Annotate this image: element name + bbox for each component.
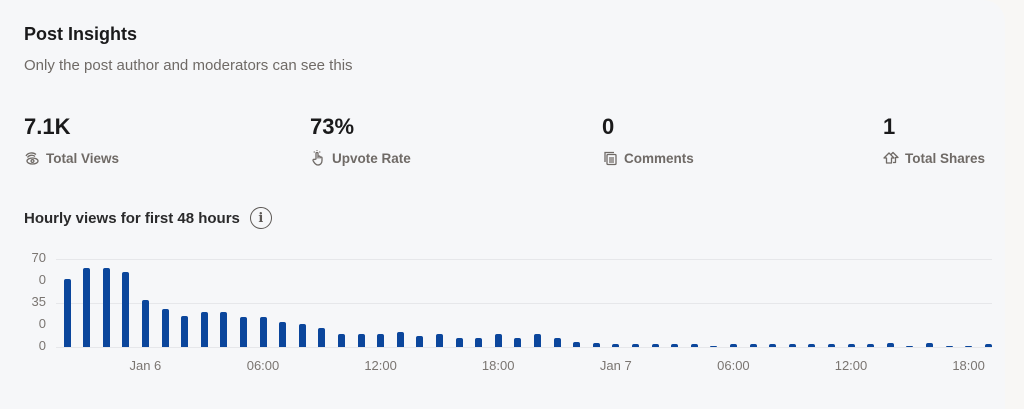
stat-upvote-rate: 73% Upvote Rate xyxy=(310,114,411,166)
bar[interactable] xyxy=(220,311,228,347)
stat-label: Upvote Rate xyxy=(332,150,411,166)
bar[interactable] xyxy=(631,344,639,347)
y-tick-label: 0 xyxy=(38,272,46,287)
info-icon[interactable]: i xyxy=(249,207,272,229)
bar[interactable] xyxy=(279,321,287,347)
bar[interactable] xyxy=(259,316,267,347)
stat-label: Comments xyxy=(624,150,694,166)
hourly-views-chart: 70 0 35 0 0 Jan 6 06:00 12:00 18:00 Jan 7 06:00 12:… xyxy=(0,245,1005,385)
comments-icon xyxy=(604,151,617,166)
bar[interactable] xyxy=(808,344,816,347)
bar[interactable] xyxy=(63,279,71,347)
y-tick-label: 70 xyxy=(31,250,46,265)
y-tick-label: 0 xyxy=(38,338,46,353)
chart-title-text: Hourly views for first 48 hours xyxy=(24,209,240,227)
stat-label: Total Shares xyxy=(905,150,986,166)
x-tick-label: 12:00 xyxy=(364,358,397,373)
bar[interactable] xyxy=(553,338,561,347)
x-tick-label: 06:00 xyxy=(717,358,750,373)
bar[interactable] xyxy=(671,344,679,347)
bar[interactable] xyxy=(239,316,247,347)
card-title: Post Insights xyxy=(24,24,138,44)
bar[interactable] xyxy=(827,344,835,347)
y-tick-label: 0 xyxy=(38,316,46,331)
card-subtitle: Only the post author and moderators can … xyxy=(24,57,353,74)
gridline xyxy=(56,347,992,348)
bar[interactable] xyxy=(475,338,483,347)
bar[interactable] xyxy=(788,344,796,347)
gridline xyxy=(56,259,992,260)
stat-label: Total Views xyxy=(46,150,120,166)
bar[interactable] xyxy=(416,335,424,347)
hand-pointer-icon xyxy=(312,150,323,166)
stat-total-shares: 1 Total Shares xyxy=(883,114,985,166)
stat-value: 7.1K xyxy=(24,114,71,139)
bar[interactable] xyxy=(122,271,130,347)
bar[interactable] xyxy=(377,334,385,347)
x-tick-label: 18:00 xyxy=(952,358,985,373)
bar[interactable] xyxy=(573,341,581,347)
bar[interactable] xyxy=(769,344,777,347)
bar[interactable] xyxy=(455,338,463,347)
stat-total-views: 7.1K Total Views xyxy=(24,114,119,166)
stat-comments: 0 Comments xyxy=(602,114,694,166)
bar[interactable] xyxy=(847,344,855,347)
bar[interactable] xyxy=(83,267,91,347)
bar[interactable] xyxy=(749,344,757,347)
bar[interactable] xyxy=(710,345,718,347)
bar[interactable] xyxy=(906,345,914,347)
bar[interactable] xyxy=(984,344,992,347)
bar[interactable] xyxy=(161,309,169,347)
bar[interactable] xyxy=(867,344,875,347)
x-tick-label: 06:00 xyxy=(246,358,280,373)
bar[interactable] xyxy=(396,331,404,347)
bar[interactable] xyxy=(651,344,659,347)
x-tick-label: Jan 7 xyxy=(599,358,632,373)
bar[interactable] xyxy=(886,343,894,347)
bar[interactable] xyxy=(298,324,306,347)
bar[interactable] xyxy=(690,344,698,347)
bar[interactable] xyxy=(435,334,443,347)
x-tick-label: 18:00 xyxy=(481,358,515,373)
bar[interactable] xyxy=(965,345,973,347)
bar[interactable] xyxy=(318,328,326,347)
bar[interactable] xyxy=(102,267,110,347)
stat-value: 1 xyxy=(883,114,896,139)
eye-icon xyxy=(25,152,39,165)
stat-value: 0 xyxy=(602,114,615,139)
bar[interactable] xyxy=(337,334,345,347)
bar[interactable] xyxy=(533,334,541,347)
bar[interactable] xyxy=(925,343,933,347)
bar[interactable] xyxy=(514,338,522,347)
share-icon xyxy=(883,151,899,164)
bar[interactable] xyxy=(494,334,502,347)
bar[interactable] xyxy=(592,343,600,347)
bar[interactable] xyxy=(945,345,953,347)
bar[interactable] xyxy=(200,311,208,347)
bar[interactable] xyxy=(612,344,620,347)
bar[interactable] xyxy=(729,344,737,347)
gridline xyxy=(56,303,992,304)
y-tick-label: 35 xyxy=(31,294,46,309)
bar[interactable] xyxy=(357,334,365,347)
bar[interactable] xyxy=(141,300,149,347)
stat-value: 73% xyxy=(310,114,355,139)
x-tick-label: 12:00 xyxy=(834,358,868,373)
bar[interactable] xyxy=(181,315,189,347)
x-tick-label: Jan 6 xyxy=(129,358,162,373)
chart-title: Hourly views for first 48 hours i xyxy=(24,207,272,229)
